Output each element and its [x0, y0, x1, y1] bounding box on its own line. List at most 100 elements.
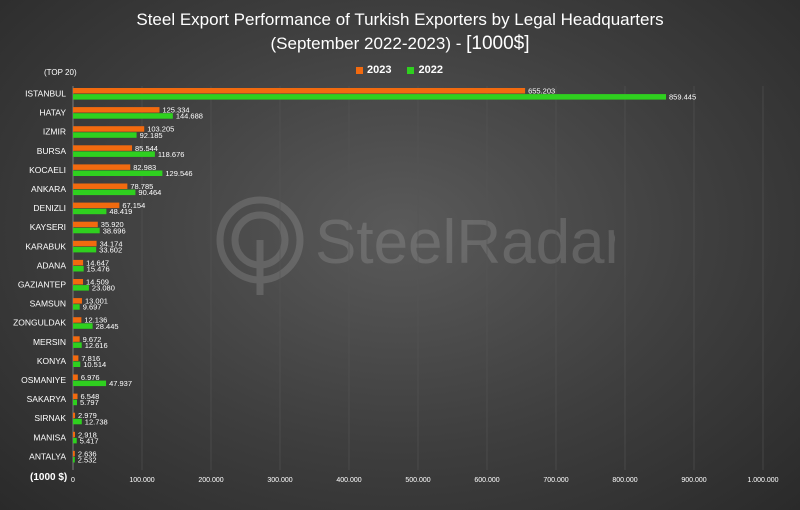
- category-label: MERSIN: [33, 337, 66, 347]
- bar-2023: [73, 431, 76, 438]
- data-label-2022: 38.696: [103, 226, 126, 235]
- data-label-2023: 67.154: [122, 201, 145, 210]
- bar-2022: [73, 246, 97, 253]
- bar-2023: [73, 298, 82, 304]
- unit-label: (1000 $): [30, 472, 68, 483]
- bar-2022: [73, 457, 75, 463]
- bar-2022: [73, 170, 163, 176]
- data-label-2023: 103.205: [147, 125, 174, 134]
- data-label-2023: 2.636: [78, 449, 97, 458]
- category-label: KOCAELI: [29, 165, 66, 175]
- data-label-2023: 6.548: [81, 392, 100, 401]
- category-label: ADANA: [37, 260, 67, 270]
- bar-2022: [73, 342, 82, 348]
- x-tick-label: 200.000: [198, 477, 223, 484]
- category-label: SIRNAK: [34, 413, 66, 423]
- data-label-2022: 9.697: [83, 303, 102, 312]
- bar-2023: [73, 412, 76, 419]
- data-label-2022: 2.532: [78, 456, 97, 465]
- data-label-2022: 90.464: [138, 188, 161, 197]
- bar-2023: [73, 450, 75, 457]
- category-label: OSMANIYE: [21, 375, 66, 385]
- bar-2022: [73, 113, 173, 119]
- bar-2023: [73, 88, 526, 94]
- bar-2023: [73, 317, 82, 323]
- data-label-2023: 35.920: [101, 220, 124, 229]
- data-label-2023: 12.136: [84, 316, 107, 325]
- bar-2023: [73, 221, 98, 228]
- category-label: ANKARA: [31, 184, 66, 194]
- data-label-2023: 14.509: [86, 278, 109, 287]
- x-tick-label: 400.000: [336, 477, 361, 484]
- x-tick-label: 600.000: [474, 477, 499, 484]
- bar-2022: [73, 208, 107, 215]
- data-label-2022: 129.546: [165, 169, 192, 178]
- x-tick-label: 0: [71, 477, 75, 484]
- bar-2022: [73, 189, 136, 196]
- bar-2022: [73, 323, 93, 329]
- legend-swatch-2022: [407, 66, 415, 74]
- chart-subtitle-period: (September 2022-2023) -: [270, 34, 467, 53]
- data-label-2023: 9.672: [83, 335, 102, 344]
- data-label-2022: 23.080: [92, 284, 115, 293]
- data-label-2023: 2.918: [78, 430, 97, 439]
- bar-2022: [73, 437, 77, 444]
- chart-subtitle: (September 2022-2023) - [1000$]: [0, 33, 800, 55]
- bar-2023: [73, 240, 97, 247]
- top20-label: (TOP 20): [44, 68, 77, 77]
- steelradar-watermark-logo: SteelRadar: [216, 196, 615, 295]
- watermark-text: SteelRadar: [315, 208, 615, 277]
- bar-2022: [73, 151, 155, 157]
- category-label: KARABUK: [25, 241, 66, 251]
- data-label-2022: 859.445: [669, 93, 696, 102]
- legend-label-2023: 2023: [367, 64, 392, 76]
- category-label: BURSA: [37, 146, 67, 156]
- bar-2022: [73, 132, 137, 138]
- data-label-2022: 144.688: [176, 112, 203, 121]
- bar-2022: [73, 227, 100, 234]
- category-label: IZMIR: [43, 127, 66, 137]
- data-label-2022: 47.937: [109, 379, 132, 388]
- data-label-2023: 78.785: [130, 182, 153, 191]
- data-label-2023: 82.983: [133, 163, 156, 172]
- legend-item-2022: 2022: [407, 64, 443, 76]
- category-label: ISTANBUL: [25, 89, 66, 99]
- data-label-2023: 655.203: [528, 87, 555, 96]
- category-label: SAKARYA: [27, 394, 67, 404]
- data-label-2022: 28.445: [96, 322, 119, 331]
- x-tick-label: 300.000: [267, 477, 292, 484]
- chart-title: Steel Export Performance of Turkish Expo…: [136, 10, 664, 29]
- data-label-2022: 10.514: [83, 360, 106, 369]
- category-label: SAMSUN: [30, 299, 66, 309]
- legend-swatch-2023: [356, 66, 363, 74]
- bar-2022: [73, 361, 81, 367]
- bar-2022: [73, 304, 80, 310]
- bar-2022: [73, 94, 667, 100]
- x-tick-label: 500.000: [405, 477, 430, 484]
- bar-2023: [73, 393, 78, 400]
- data-label-2023: 2.979: [78, 411, 97, 420]
- data-label-2022: 5.797: [80, 398, 99, 407]
- legend: 2023 2022: [356, 64, 443, 76]
- data-label-2022: 5.417: [80, 436, 99, 445]
- bar-2022: [73, 418, 82, 425]
- data-label-2022: 48.419: [109, 207, 132, 216]
- bar-2023: [73, 279, 84, 285]
- bar-2023: [73, 336, 80, 342]
- category-label: ANTALYA: [29, 451, 66, 461]
- bar-2022: [73, 285, 89, 291]
- data-label-2023: 125.334: [162, 106, 189, 115]
- data-label-2022: 118.676: [158, 150, 185, 159]
- data-label-2023: 85.544: [135, 144, 158, 153]
- bar-2023: [73, 259, 84, 266]
- category-label: KONYA: [37, 356, 66, 366]
- category-label: GAZIANTEP: [18, 280, 67, 290]
- bar-2023: [73, 374, 78, 380]
- bar-2023: [73, 145, 133, 151]
- x-tick-label: 700.000: [543, 477, 568, 484]
- data-label-2022: 12.738: [85, 417, 108, 426]
- x-tick-label: 900.000: [681, 477, 706, 484]
- bar-2022: [73, 399, 77, 406]
- bar-2023: [73, 202, 120, 209]
